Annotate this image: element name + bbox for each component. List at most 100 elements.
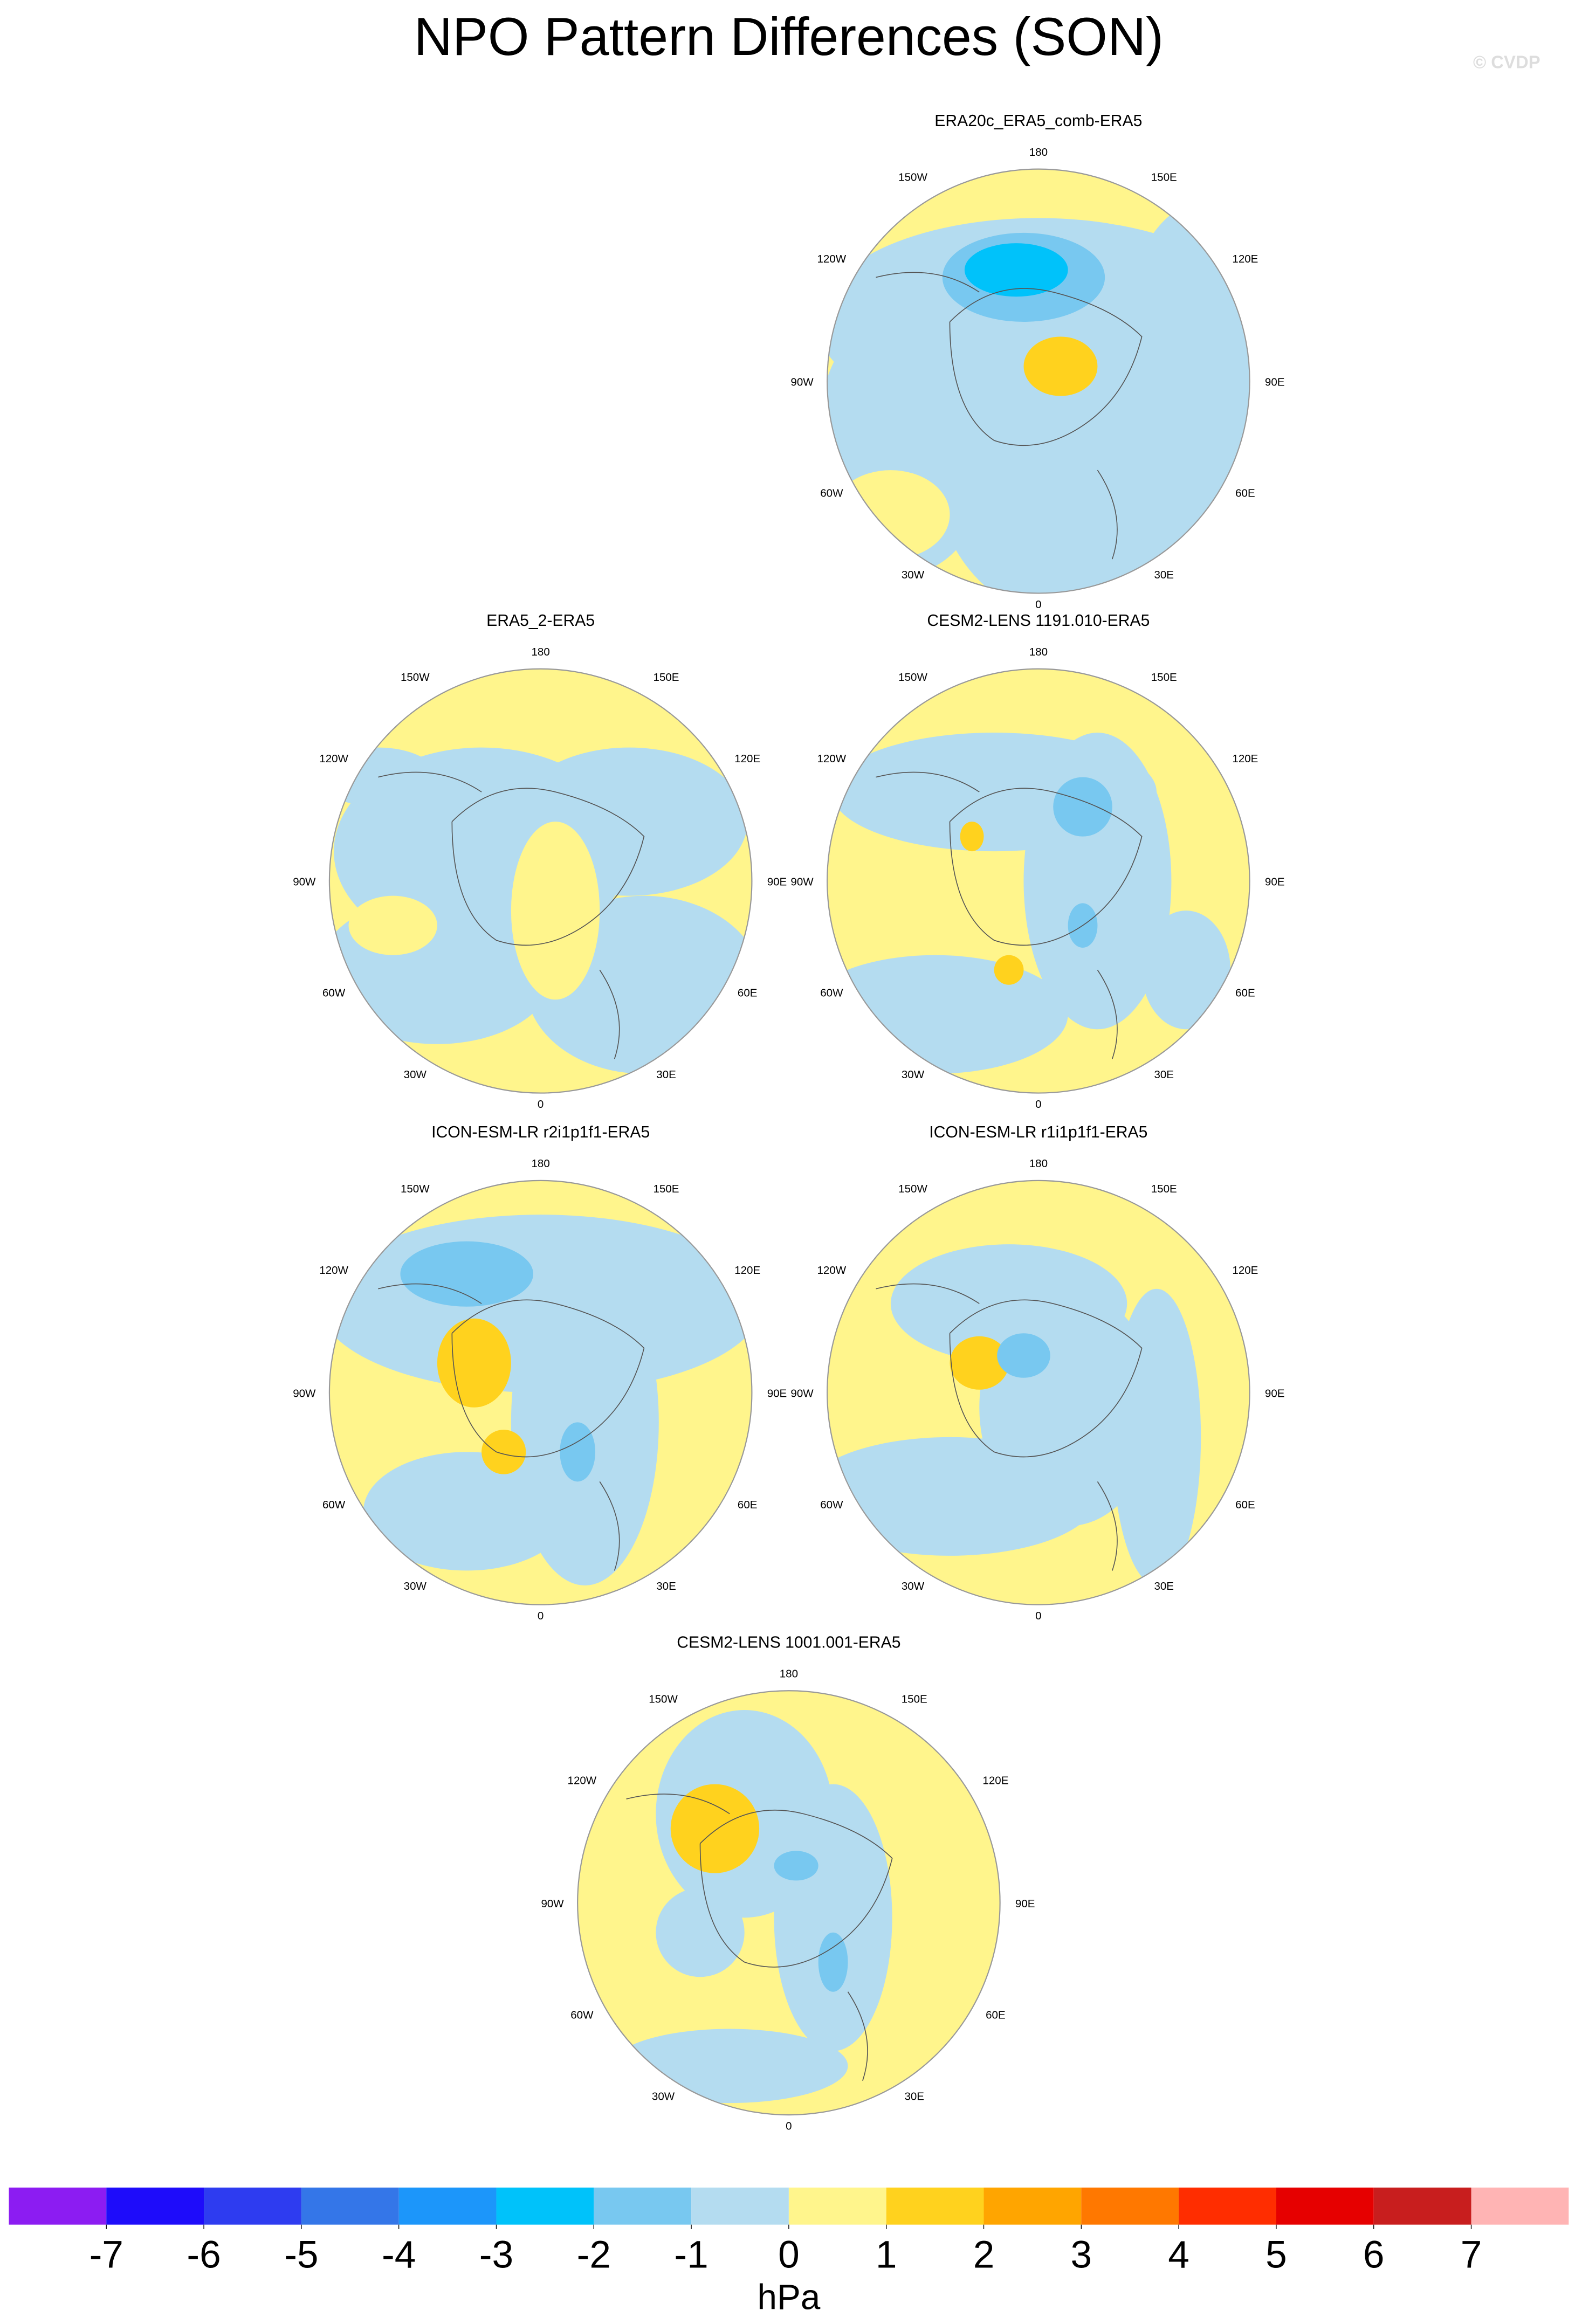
colorbar-swatch bbox=[886, 2187, 984, 2225]
longitude-label: 180 bbox=[1029, 646, 1048, 658]
coastline bbox=[378, 771, 645, 1059]
longitude-label: 30E bbox=[656, 1580, 676, 1592]
longitude-label: 120E bbox=[982, 1775, 1008, 1787]
colorbar-tick-label: 0 bbox=[778, 2233, 800, 2276]
longitude-label: 150W bbox=[898, 671, 927, 684]
colorbar-tick-label: 6 bbox=[1363, 2233, 1385, 2276]
colorbar-swatch bbox=[106, 2187, 204, 2225]
colorbar-swatch bbox=[204, 2187, 301, 2225]
longitude-label: 30W bbox=[404, 1068, 427, 1081]
colorbar-swatch bbox=[788, 2187, 886, 2225]
contour-region bbox=[1023, 336, 1098, 396]
contour-region bbox=[1112, 203, 1250, 589]
colorbar-swatch bbox=[983, 2187, 1082, 2225]
longitude-label: 0 bbox=[786, 2120, 792, 2133]
map-field bbox=[329, 1180, 752, 1605]
panel-title: CESM2-LENS 1001.001-ERA5 bbox=[677, 1633, 900, 1651]
longitude-label: 60E bbox=[1235, 1499, 1255, 1511]
longitude-label: 90E bbox=[767, 1388, 787, 1400]
map-border bbox=[328, 668, 753, 1094]
longitude-label: 150E bbox=[654, 1183, 679, 1195]
colorbar-swatch bbox=[1081, 2187, 1179, 2225]
longitude-label: 120W bbox=[568, 1775, 597, 1787]
contour-region bbox=[656, 1888, 745, 1977]
longitude-label: 180 bbox=[1029, 1157, 1048, 1170]
longitude-label: 120E bbox=[734, 1264, 760, 1277]
contour-region bbox=[818, 1932, 848, 1992]
longitude-label: 30W bbox=[902, 1068, 925, 1081]
longitude-label: 90W bbox=[790, 1388, 814, 1400]
longitude-label: 60W bbox=[322, 1499, 346, 1511]
longitude-label: 90E bbox=[1265, 875, 1285, 888]
contour-region bbox=[363, 1452, 570, 1571]
contour-region bbox=[997, 1333, 1050, 1378]
panel-title: ICON-ESM-LR r1i1p1f1-ERA5 bbox=[929, 1123, 1147, 1141]
map-panel: CESM2-LENS 1001.001-ERA5 180 150W 150E 120W 1… bbox=[541, 1633, 1035, 2132]
contour-region bbox=[774, 1851, 818, 1881]
colorbar-swatch bbox=[9, 2187, 107, 2225]
figure-title: NPO Pattern Differences (SON) bbox=[414, 7, 1164, 66]
colorbar-tick-label: -4 bbox=[382, 2233, 416, 2276]
longitude-label: 150E bbox=[1151, 671, 1177, 684]
longitude-label: 0 bbox=[1035, 1098, 1041, 1111]
credit: © CVDP bbox=[1473, 52, 1540, 72]
longitude-label: 90E bbox=[1265, 376, 1285, 388]
map-panel: CESM2-LENS 1191.010-ERA5 180 150W 150E 120W 1… bbox=[790, 612, 1284, 1111]
longitude-label: 150E bbox=[1151, 1183, 1177, 1195]
longitude-label: 60W bbox=[820, 1499, 843, 1511]
map-field bbox=[827, 668, 1250, 1093]
longitude-label: 60W bbox=[820, 487, 843, 500]
longitude-label: 60W bbox=[570, 2009, 594, 2021]
map-border bbox=[827, 668, 1250, 1094]
longitude-label: 180 bbox=[532, 646, 550, 658]
colorbar-tick-label: 2 bbox=[973, 2233, 995, 2276]
longitude-label: 30W bbox=[652, 2091, 675, 2103]
longitude-label: 30E bbox=[1154, 569, 1174, 581]
colorbar-swatch bbox=[398, 2187, 497, 2225]
map-field bbox=[827, 169, 1250, 594]
map-field bbox=[827, 1180, 1250, 1605]
coastline bbox=[626, 1794, 893, 2081]
colorbar-swatch bbox=[1471, 2187, 1569, 2225]
longitude-label: 120E bbox=[734, 753, 760, 765]
contour-region bbox=[1112, 1288, 1201, 1585]
longitude-label: 90W bbox=[790, 376, 814, 388]
longitude-label: 120W bbox=[817, 1264, 847, 1277]
colorbar-tick-label: 4 bbox=[1168, 2233, 1189, 2276]
colorbar-swatch bbox=[1373, 2187, 1471, 2225]
longitude-label: 150E bbox=[1151, 171, 1177, 184]
contour-region bbox=[1053, 777, 1112, 837]
map-border bbox=[577, 1690, 1001, 2116]
longitude-label: 150E bbox=[902, 1693, 927, 1705]
contour-region bbox=[437, 1318, 511, 1408]
contour-region bbox=[482, 1430, 526, 1474]
longitude-label: 150W bbox=[898, 171, 927, 184]
longitude-label: 0 bbox=[1035, 598, 1041, 611]
contour-region bbox=[560, 1422, 596, 1482]
map-field bbox=[329, 668, 752, 1093]
contour-region bbox=[827, 1437, 1098, 1556]
map-border bbox=[827, 1180, 1250, 1605]
longitude-label: 90W bbox=[541, 1898, 564, 1910]
coastline bbox=[876, 272, 1143, 560]
map-panel: ERA20c_ERA5_comb-ERA5 180 150W 150E 120W 120E… bbox=[790, 112, 1285, 611]
colorbar-tick-label: -1 bbox=[674, 2233, 708, 2276]
longitude-label: 90W bbox=[790, 875, 814, 888]
coastline bbox=[876, 1283, 1143, 1571]
contour-region bbox=[348, 895, 437, 955]
map-panel: ERA5_2-ERA5 180 150W 150E 120W 120E 90W 90E 60W 6… bbox=[293, 612, 787, 1111]
longitude-label: 120W bbox=[817, 253, 847, 265]
contour-region bbox=[831, 470, 950, 560]
longitude-label: 90W bbox=[293, 875, 316, 888]
longitude-label: 150E bbox=[654, 671, 679, 684]
longitude-label: 60E bbox=[986, 2009, 1006, 2021]
longitude-label: 30W bbox=[404, 1580, 427, 1592]
longitude-label: 180 bbox=[532, 1157, 550, 1170]
contour-region bbox=[511, 822, 600, 1000]
longitude-label: 150W bbox=[898, 1183, 927, 1195]
contour-region bbox=[670, 1784, 760, 1873]
longitude-label: 60E bbox=[1235, 987, 1255, 999]
colorbar-tick-label: 3 bbox=[1071, 2233, 1092, 2276]
map-border bbox=[328, 1180, 753, 1605]
